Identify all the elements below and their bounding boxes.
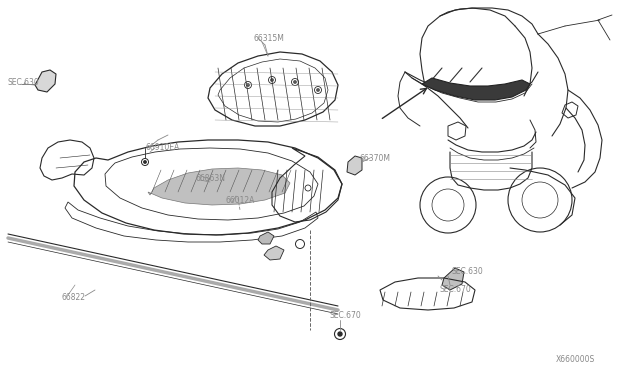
Polygon shape <box>422 78 530 100</box>
Polygon shape <box>347 156 362 175</box>
Circle shape <box>271 79 273 81</box>
Text: SEC.630: SEC.630 <box>452 267 484 276</box>
Polygon shape <box>148 168 290 205</box>
Circle shape <box>144 161 146 163</box>
Text: X660000S: X660000S <box>556 356 595 365</box>
Polygon shape <box>442 268 464 290</box>
Text: 66822: 66822 <box>62 294 86 302</box>
Polygon shape <box>258 232 274 244</box>
Circle shape <box>338 332 342 336</box>
Text: 66370M: 66370M <box>360 154 391 163</box>
Text: 66315M: 66315M <box>253 33 284 42</box>
Text: SEC.630: SEC.630 <box>8 77 40 87</box>
Text: 66863N: 66863N <box>195 173 225 183</box>
Text: 66012A: 66012A <box>226 196 255 205</box>
Text: SEC.670: SEC.670 <box>330 311 362 321</box>
Text: SEC.670: SEC.670 <box>440 285 472 295</box>
Text: 66910EA: 66910EA <box>145 143 179 152</box>
Circle shape <box>247 84 249 86</box>
Polygon shape <box>35 70 56 92</box>
Polygon shape <box>264 246 284 260</box>
Circle shape <box>317 89 319 91</box>
Circle shape <box>294 81 296 83</box>
